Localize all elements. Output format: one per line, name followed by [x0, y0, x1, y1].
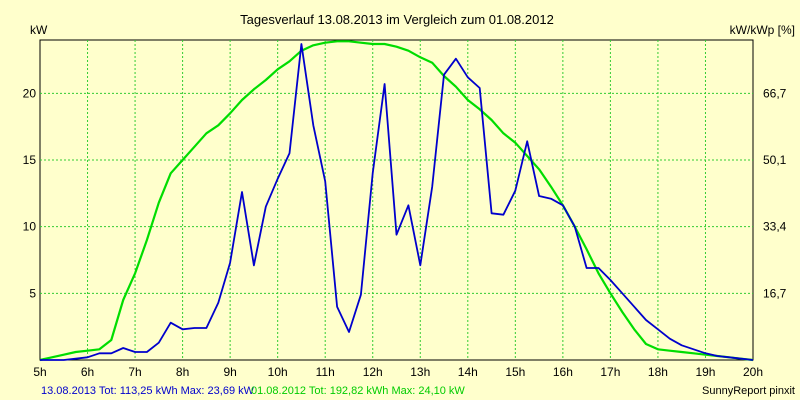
legend-series-2: 01.08.2012 Tot: 192,82 kWh Max: 24,10 kW	[251, 385, 465, 397]
y-tick-label-right: 50,1	[763, 153, 787, 167]
x-tick-label: 17h	[600, 365, 620, 379]
chart-title: Tagesverlauf 13.08.2013 im Vergleich zum…	[240, 12, 554, 27]
legend-series-1: 13.08.2013 Tot: 113,25 kWh Max: 23,69 kW	[41, 385, 255, 397]
x-tick-label: 15h	[505, 365, 525, 379]
x-tick-label: 18h	[648, 365, 668, 379]
series-line-01-08-2012	[39, 40, 754, 362]
x-tick-label: 8h	[176, 365, 189, 379]
plot-border	[39, 39, 754, 361]
y-tick-label-right: 16,7	[763, 286, 787, 300]
credit-text: SunnyReport pinxit	[702, 385, 795, 397]
y-tick-label-left: 5	[29, 286, 36, 300]
y-axis-right-label: kW/kWp [%]	[730, 23, 795, 37]
y-tick-label-right: 66,7	[763, 86, 787, 100]
y-tick-label-left: 15	[23, 153, 37, 167]
x-tick-label: 11h	[316, 365, 335, 379]
x-tick-label: 14h	[458, 365, 478, 379]
x-tick-label: 19h	[695, 365, 715, 379]
y-tick-label-left: 10	[23, 220, 37, 234]
y-axis-left-label: kW	[30, 23, 48, 37]
y-tick-label-left: 20	[23, 86, 37, 100]
x-tick-label: 16h	[553, 365, 573, 379]
x-tick-label: 12h	[363, 365, 383, 379]
x-tick-label: 13h	[410, 365, 430, 379]
series-line-13-08-2013	[40, 43, 754, 361]
x-tick-label: 5h	[33, 365, 46, 379]
y-tick-label-right: 33,4	[763, 220, 787, 234]
x-tick-label: 7h	[128, 365, 141, 379]
x-tick-label: 9h	[223, 365, 236, 379]
x-tick-label: 6h	[81, 365, 94, 379]
x-tick-label: 10h	[268, 365, 288, 379]
x-tick-label: 20h	[743, 365, 763, 379]
